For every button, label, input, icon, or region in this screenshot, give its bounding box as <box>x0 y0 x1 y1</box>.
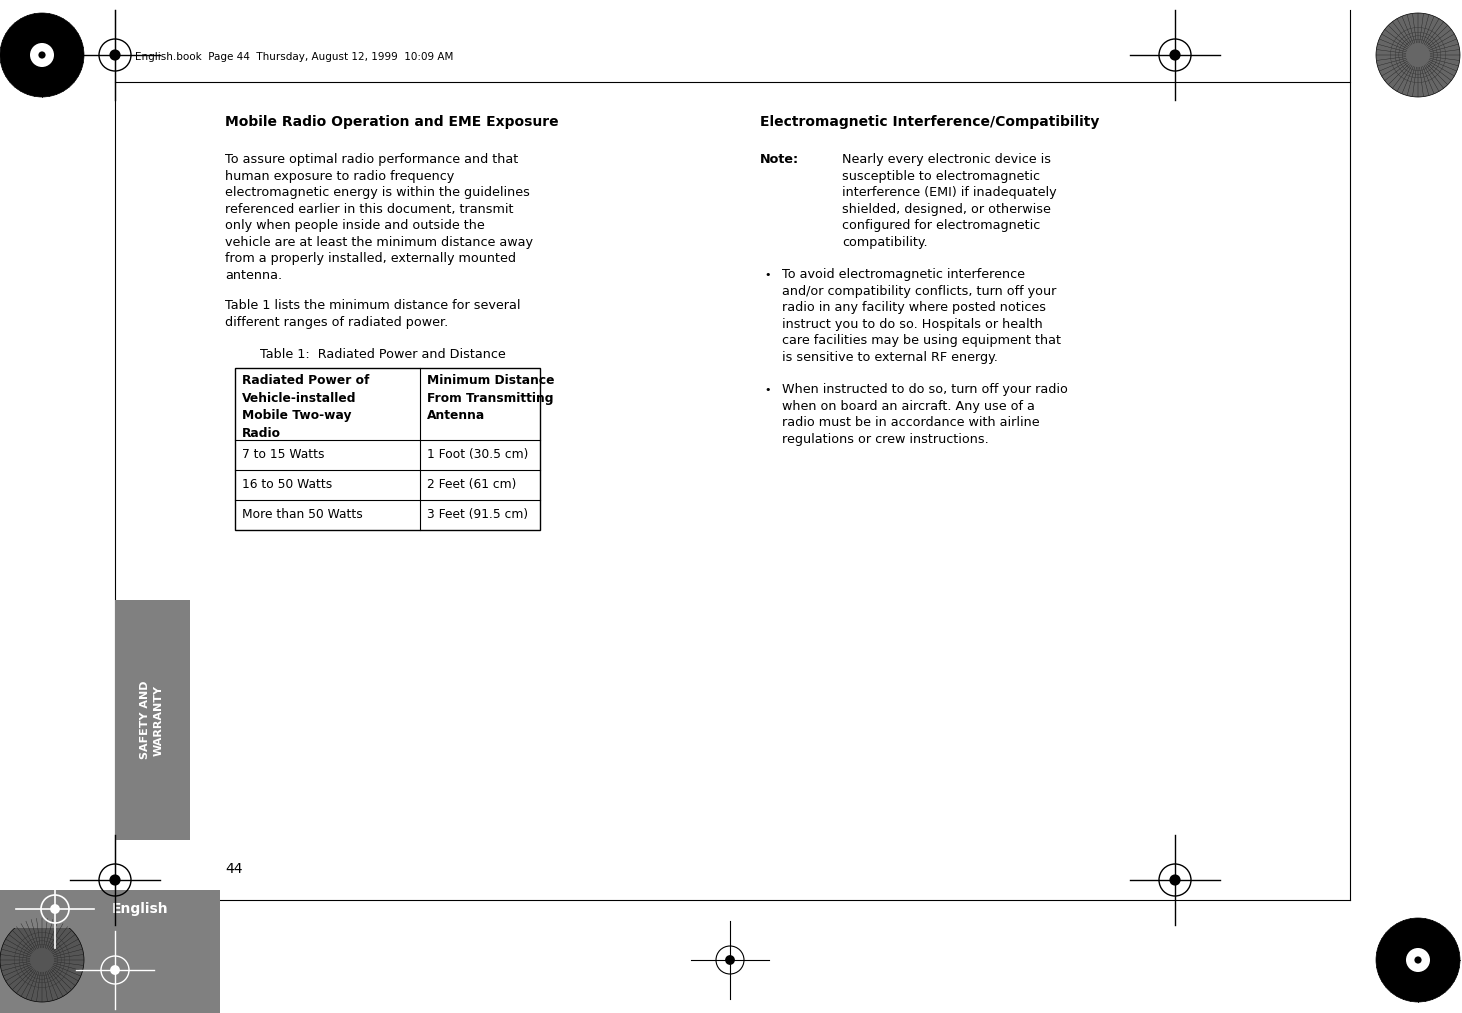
Text: Table 1 lists the minimum distance for several: Table 1 lists the minimum distance for s… <box>225 299 520 312</box>
Circle shape <box>0 918 83 1002</box>
Text: compatibility.: compatibility. <box>842 235 927 248</box>
Text: Note:: Note: <box>760 153 800 166</box>
Circle shape <box>725 955 735 965</box>
Text: vehicle are at least the minimum distance away: vehicle are at least the minimum distanc… <box>225 235 534 248</box>
Text: when on board an aircraft. Any use of a: when on board an aircraft. Any use of a <box>782 399 1035 412</box>
Text: 16 to 50 Watts: 16 to 50 Watts <box>243 478 332 491</box>
Text: human exposure to radio frequency: human exposure to radio frequency <box>225 169 455 182</box>
Circle shape <box>1170 50 1181 61</box>
Text: electromagnetic energy is within the guidelines: electromagnetic energy is within the gui… <box>225 186 529 199</box>
Circle shape <box>110 50 120 61</box>
Text: •: • <box>765 270 770 280</box>
Circle shape <box>50 904 60 914</box>
Text: is sensitive to external RF energy.: is sensitive to external RF energy. <box>782 350 999 364</box>
Text: radio in any facility where posted notices: radio in any facility where posted notic… <box>782 301 1045 314</box>
Text: antenna.: antenna. <box>225 268 282 282</box>
Text: 2 Feet (61 cm): 2 Feet (61 cm) <box>427 478 516 491</box>
Text: •: • <box>765 385 770 395</box>
Text: radio must be in accordance with airline: radio must be in accordance with airline <box>782 416 1039 428</box>
Bar <box>115 600 190 840</box>
Circle shape <box>31 948 54 972</box>
Text: English: English <box>111 902 168 916</box>
Text: More than 50 Watts: More than 50 Watts <box>243 508 363 521</box>
Bar <box>0 928 219 1013</box>
Text: different ranges of radiated power.: different ranges of radiated power. <box>225 315 449 328</box>
Circle shape <box>1376 13 1461 97</box>
Text: English.book  Page 44  Thursday, August 12, 1999  10:09 AM: English.book Page 44 Thursday, August 12… <box>135 52 453 62</box>
Text: care facilities may be using equipment that: care facilities may be using equipment t… <box>782 334 1061 347</box>
Text: only when people inside and outside the: only when people inside and outside the <box>225 219 485 232</box>
Text: interference (EMI) if inadequately: interference (EMI) if inadequately <box>842 186 1057 199</box>
Circle shape <box>1414 956 1421 963</box>
Text: susceptible to electromagnetic: susceptible to electromagnetic <box>842 169 1039 182</box>
Circle shape <box>0 13 83 97</box>
Text: regulations or crew instructions.: regulations or crew instructions. <box>782 433 988 446</box>
Text: 7 to 15 Watts: 7 to 15 Watts <box>243 448 325 461</box>
Bar <box>0 890 219 928</box>
Circle shape <box>1406 43 1430 67</box>
Text: 3 Feet (91.5 cm): 3 Feet (91.5 cm) <box>427 508 528 521</box>
Circle shape <box>110 874 120 885</box>
Circle shape <box>31 43 54 67</box>
Text: Nearly every electronic device is: Nearly every electronic device is <box>842 153 1051 166</box>
Circle shape <box>1170 874 1181 885</box>
Circle shape <box>110 965 120 975</box>
Text: configured for electromagnetic: configured for electromagnetic <box>842 219 1041 232</box>
Circle shape <box>38 52 45 59</box>
Text: from a properly installed, externally mounted: from a properly installed, externally mo… <box>225 252 516 265</box>
Text: To avoid electromagnetic interference: To avoid electromagnetic interference <box>782 268 1025 281</box>
Text: SAFETY AND
WARRANTY: SAFETY AND WARRANTY <box>140 681 164 760</box>
Text: Radiated Power of
Vehicle-installed
Mobile Two-way
Radio: Radiated Power of Vehicle-installed Mobi… <box>243 374 370 440</box>
Circle shape <box>1406 948 1430 972</box>
Text: Mobile Radio Operation and EME Exposure: Mobile Radio Operation and EME Exposure <box>225 115 558 129</box>
Text: instruct you to do so. Hospitals or health: instruct you to do so. Hospitals or heal… <box>782 317 1042 330</box>
Text: Electromagnetic Interference/Compatibility: Electromagnetic Interference/Compatibili… <box>760 115 1099 129</box>
Text: Minimum Distance
From Transmitting
Antenna: Minimum Distance From Transmitting Anten… <box>427 374 554 422</box>
Text: 44: 44 <box>225 862 243 876</box>
Text: When instructed to do so, turn off your radio: When instructed to do so, turn off your … <box>782 383 1067 396</box>
Text: shielded, designed, or otherwise: shielded, designed, or otherwise <box>842 203 1051 216</box>
Bar <box>235 368 539 530</box>
Text: referenced earlier in this document, transmit: referenced earlier in this document, tra… <box>225 203 513 216</box>
Text: 1 Foot (30.5 cm): 1 Foot (30.5 cm) <box>427 448 528 461</box>
Text: Table 1:  Radiated Power and Distance: Table 1: Radiated Power and Distance <box>260 348 506 361</box>
Circle shape <box>1376 918 1461 1002</box>
Text: To assure optimal radio performance and that: To assure optimal radio performance and … <box>225 153 518 166</box>
Text: and/or compatibility conflicts, turn off your: and/or compatibility conflicts, turn off… <box>782 285 1057 298</box>
